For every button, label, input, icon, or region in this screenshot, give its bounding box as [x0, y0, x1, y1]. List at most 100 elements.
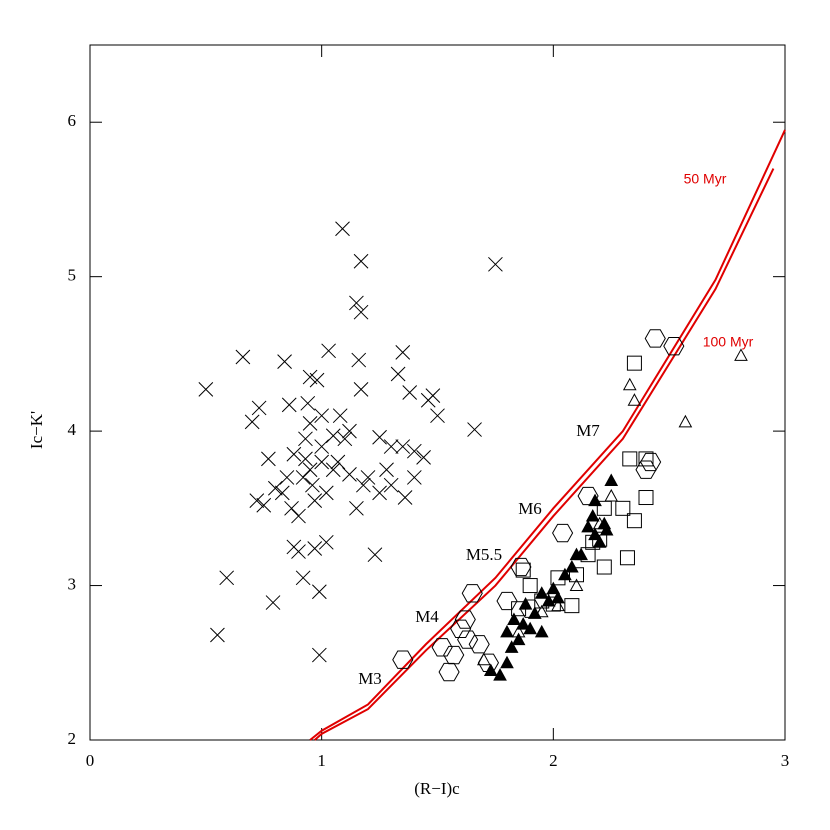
point-square: [626, 355, 642, 371]
point-filled-triangle: [516, 617, 531, 630]
point-cross: [360, 470, 376, 485]
point-hexagon: [468, 635, 490, 654]
point-filled-triangle: [523, 621, 538, 635]
point-triangle: [534, 604, 549, 618]
point-triangle: [734, 348, 748, 361]
point-hexagon: [644, 329, 666, 348]
point-hexagon: [431, 638, 453, 657]
point-square: [564, 598, 580, 614]
point-triangle: [627, 393, 642, 406]
point-cross: [302, 462, 318, 478]
point-hexagon: [461, 584, 483, 603]
y-tick-label: 6: [68, 111, 77, 130]
x-tick-label: 3: [781, 751, 790, 770]
point-cross: [256, 497, 272, 513]
point-cross: [325, 428, 341, 444]
point-cross: [198, 382, 214, 397]
point-cross: [249, 493, 265, 508]
point-cross: [337, 431, 353, 447]
point-filled-triangle: [588, 493, 602, 507]
point-filled-triangle: [493, 668, 507, 681]
point-cross: [267, 480, 283, 496]
point-cross: [286, 446, 302, 462]
point-cross: [300, 395, 316, 411]
point-cross: [397, 490, 413, 505]
point-cross: [342, 467, 357, 482]
point-cross: [353, 304, 369, 320]
point-square: [638, 490, 654, 506]
point-filled-triangle: [518, 597, 533, 610]
point-hexagon: [496, 591, 518, 611]
point-cross: [251, 400, 267, 416]
point-cross: [379, 462, 394, 478]
point-cross: [330, 454, 346, 470]
y-tick-label: 2: [68, 729, 77, 748]
point-square: [596, 559, 612, 575]
spectral-type-label: M3: [358, 669, 382, 688]
point-cross: [261, 451, 276, 467]
point-filled-triangle: [558, 567, 572, 581]
x-axis-label: (R−I)c: [414, 779, 460, 798]
point-square: [622, 451, 638, 467]
point-filled-triangle: [588, 527, 602, 541]
y-tick-label: 5: [68, 266, 77, 285]
point-triangle: [622, 377, 637, 391]
point-cross: [390, 366, 406, 382]
point-cross: [430, 408, 445, 424]
point-cross: [372, 485, 387, 501]
point-cross: [210, 627, 225, 643]
point-cross: [298, 451, 313, 467]
point-cross: [349, 295, 364, 311]
point-triangle: [604, 488, 619, 502]
spectral-type-label: M5.5: [466, 545, 502, 564]
point-filled-triangle: [551, 590, 565, 604]
point-filled-triangle: [569, 547, 584, 561]
point-filled-triangle: [500, 655, 514, 669]
point-cross: [291, 544, 306, 559]
point-cross: [383, 439, 399, 454]
point-filled-triangle: [534, 624, 549, 638]
point-square: [626, 513, 642, 529]
point-square: [619, 550, 635, 566]
point-cross: [305, 477, 320, 493]
point-hexagon: [635, 460, 657, 479]
point-filled-triangle: [527, 606, 542, 619]
y-tick-label: 4: [68, 420, 77, 439]
point-cross: [219, 570, 235, 586]
point-cross: [321, 343, 336, 359]
x-tick-label: 0: [86, 751, 95, 770]
point-cross: [314, 439, 330, 454]
y-axis-label: Ic−K': [27, 411, 46, 449]
point-square: [638, 451, 654, 467]
point-cross: [425, 388, 441, 403]
spectral-type-label: M4: [415, 607, 439, 626]
point-cross: [281, 397, 297, 413]
point-cross: [367, 547, 383, 563]
point-hexagon: [450, 619, 472, 638]
point-cross: [284, 500, 299, 516]
point-cross: [298, 431, 313, 447]
point-cross: [353, 253, 369, 269]
point-cross: [406, 470, 422, 485]
point-hexagon: [454, 610, 476, 629]
point-square: [515, 562, 531, 578]
point-cross: [335, 221, 350, 237]
point-cross: [265, 595, 281, 610]
point-cross: [332, 408, 348, 424]
point-hexagon: [510, 557, 532, 577]
point-cross: [353, 382, 369, 397]
spectral-type-label: M6: [518, 499, 542, 518]
point-hexagon: [443, 645, 465, 665]
point-hexagon: [640, 452, 662, 472]
point-filled-triangle: [483, 663, 498, 676]
point-cross: [277, 354, 292, 369]
point-hexagon: [552, 523, 574, 543]
isochrone: [314, 168, 775, 741]
point-cross: [311, 584, 327, 600]
point-cross: [295, 570, 311, 586]
y-tick-label: 3: [68, 574, 77, 593]
point-cross: [318, 485, 334, 501]
point-cross: [307, 493, 323, 508]
point-cross: [279, 470, 295, 485]
